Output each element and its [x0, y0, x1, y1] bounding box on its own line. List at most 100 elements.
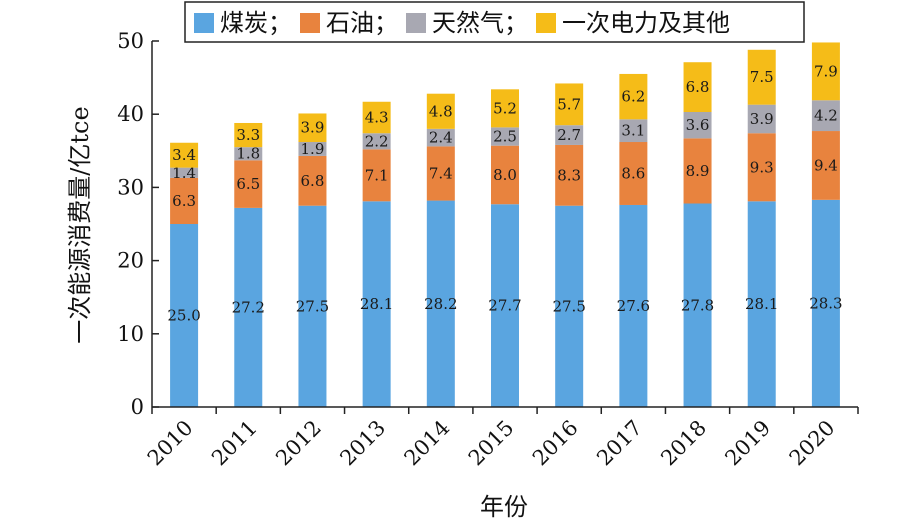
data-label: 3.4	[172, 146, 196, 164]
bar-segment-1	[555, 144, 584, 206]
bar-segment-1	[298, 155, 327, 206]
x-axis-title: 年份	[480, 493, 528, 521]
bar-segment-3	[298, 113, 327, 143]
bar-segment-2	[170, 167, 199, 178]
x-tick-label: 2013	[335, 416, 390, 471]
bar-segment-0	[683, 203, 712, 407]
x-tick-label: 2019	[720, 416, 775, 471]
data-label: 8.6	[621, 164, 645, 182]
data-label: 3.3	[236, 126, 260, 144]
bar-segment-2	[298, 142, 327, 156]
bar-segment-1	[426, 146, 455, 201]
data-label: 1.8	[236, 145, 260, 163]
data-label: 7.4	[429, 164, 453, 182]
bar-segment-2	[426, 128, 455, 147]
y-tick-label: 20	[117, 249, 144, 273]
data-label: 28.1	[745, 295, 778, 313]
data-label: 4.2	[814, 107, 838, 125]
data-label: 27.8	[681, 296, 714, 314]
data-label: 27.7	[488, 297, 521, 315]
bar-segment-3	[234, 122, 263, 148]
data-label: 28.3	[809, 294, 842, 312]
bar-segment-1	[491, 145, 519, 205]
data-label: 2.4	[429, 129, 453, 147]
data-label: 28.2	[424, 295, 457, 313]
x-tick-label: 2020	[785, 416, 840, 471]
data-label: 7.9	[814, 62, 838, 80]
bar-segment-2	[811, 100, 840, 132]
bar-segment-0	[426, 200, 455, 407]
legend-label-1: 石油	[326, 9, 374, 37]
data-label: 7.1	[365, 166, 389, 184]
data-label: 2.2	[365, 132, 389, 150]
y-tick-label: 30	[117, 175, 144, 199]
x-tick-label: 2011	[207, 416, 262, 471]
bar-segment-2	[683, 112, 712, 139]
legend-box	[184, 1, 805, 43]
data-label: 7.5	[750, 68, 774, 86]
data-label: 6.8	[301, 172, 325, 190]
data-label: 3.9	[301, 119, 325, 137]
bar-segment-3	[747, 49, 776, 105]
bar-segment-0	[747, 201, 776, 407]
bar-segment-0	[234, 207, 263, 407]
data-label: 9.4	[814, 156, 838, 174]
legend-swatch-2	[406, 13, 426, 33]
y-tick-label: 40	[117, 102, 144, 126]
data-label: 27.2	[232, 298, 265, 316]
bar-segment-1	[170, 177, 199, 224]
bar-segment-2	[747, 104, 776, 134]
bar-segment-2	[555, 125, 584, 145]
bar-segment-1	[619, 142, 648, 205]
data-label: 5.2	[493, 99, 517, 117]
legend-swatch-3	[536, 13, 556, 33]
legend-swatch-0	[194, 13, 214, 33]
bar-segment-0	[811, 199, 840, 407]
bar-segment-0	[619, 204, 648, 407]
data-label: 4.8	[429, 102, 453, 120]
legend-separator: ；	[268, 9, 292, 37]
data-label: 8.0	[493, 166, 517, 184]
bar-segment-1	[747, 133, 776, 202]
data-label: 8.9	[686, 162, 710, 180]
data-label: 1.9	[301, 140, 325, 158]
bar-segment-3	[683, 62, 712, 113]
data-label: 3.6	[686, 116, 710, 134]
x-tick-label: 2018	[656, 416, 711, 471]
legend-label-0: 煤炭	[220, 9, 268, 37]
bar-segment-1	[362, 149, 391, 202]
data-label: 27.5	[296, 297, 329, 315]
bar-segment-0	[362, 201, 391, 407]
bar-segment-3	[491, 89, 519, 128]
y-axis-title: 一次能源消费量/亿tce	[66, 106, 94, 343]
bar-segment-1	[683, 138, 712, 204]
legend-label-2: 天然气	[432, 9, 504, 37]
data-label: 6.2	[621, 88, 645, 106]
bar-segment-2	[619, 119, 648, 143]
y-tick-label: 10	[117, 322, 144, 346]
bar-segment-0	[298, 205, 327, 407]
data-label: 28.1	[360, 295, 393, 313]
legend-swatch-1	[300, 13, 320, 33]
bar-segment-3	[426, 93, 455, 129]
data-label: 25.0	[167, 307, 200, 325]
legend-label-3: 一次电力及其他	[562, 9, 730, 37]
legend-separator: ；	[504, 9, 528, 37]
x-tick-label: 2012	[271, 416, 326, 471]
bar-segment-0	[491, 204, 519, 407]
data-label: 6.3	[172, 192, 196, 210]
bar-segment-3	[619, 73, 648, 120]
data-label: 3.9	[750, 110, 774, 128]
bar-segment-0	[555, 205, 584, 407]
data-label: 6.8	[686, 78, 710, 96]
bar-segment-3	[170, 142, 199, 168]
data-label: 9.3	[750, 158, 774, 176]
bars: 25.0 6.3 1.43.4 27.2 6.5 1.83.3 27.5 6.8 1.9 3.9 2…	[167, 42, 843, 407]
bar-segment-2	[362, 133, 391, 150]
data-label: 8.3	[557, 166, 581, 184]
bar-segment-0	[170, 224, 199, 407]
bar-segment-1	[234, 160, 263, 208]
bar-segment-2	[491, 127, 519, 146]
